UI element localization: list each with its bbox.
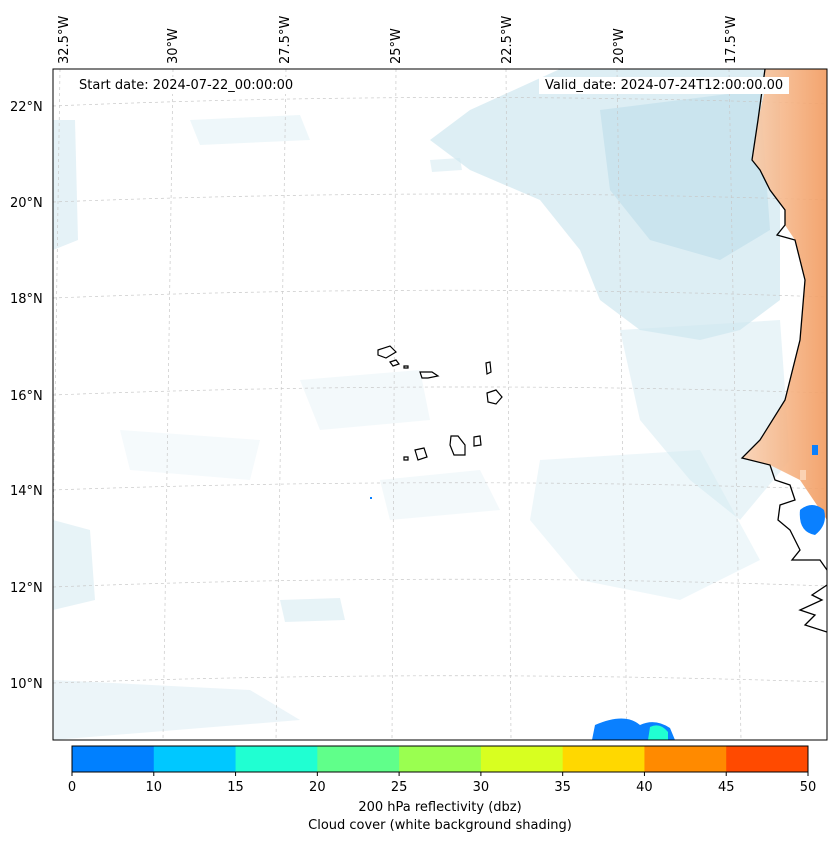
- colorbar-segment: [480, 746, 564, 772]
- lon-label: 30°W: [166, 28, 181, 64]
- colorbar-tick-label: 25: [391, 780, 408, 795]
- lat-label: 18°N: [10, 292, 43, 307]
- colorbar-tick-label: 50: [800, 780, 817, 795]
- lon-label: 17.5°W: [724, 16, 739, 64]
- graticule: [53, 69, 827, 740]
- lat-label: 14°N: [10, 484, 43, 499]
- reflectivity-echoes: [370, 445, 825, 740]
- lon-label: 20°W: [612, 28, 627, 64]
- colorbar-segment: [644, 746, 727, 772]
- colorbar-tick-label: 15: [227, 780, 244, 795]
- colorbar-border: [71, 745, 809, 773]
- colorbar-segment: [562, 746, 645, 772]
- lat-label: 22°N: [10, 100, 43, 115]
- colorbar-tick-label: 35: [554, 780, 571, 795]
- colorbar-label-line2: Cloud cover (white background shading): [308, 818, 572, 833]
- cape-verde-islands: [377, 345, 503, 461]
- colorbar-segment: [235, 746, 318, 772]
- colorbar-tick-label: 45: [718, 780, 735, 795]
- colorbar-tick-label: 20: [309, 780, 326, 795]
- colorbar-segment: [726, 746, 809, 772]
- colorbar-segment: [72, 746, 155, 772]
- colorbar-label-line1: 200 hPa reflectivity (dbz): [358, 800, 522, 815]
- lat-label: 12°N: [10, 581, 43, 596]
- lon-label: 22.5°W: [500, 16, 515, 64]
- colorbar: 0 10 15 20 25 30 35 40 45 50: [68, 745, 817, 795]
- latitude-labels: 22°N 20°N 18°N 16°N 14°N 12°N 10°N: [10, 100, 43, 692]
- colorbar-tick-label: 40: [636, 780, 653, 795]
- cloud-cover-shading: [53, 69, 790, 740]
- lon-label: 32.5°W: [57, 16, 72, 64]
- start-date-label: Start date: 2024-07-22_00:00:00: [73, 77, 300, 94]
- map-frame: [52, 68, 828, 741]
- colorbar-tick-label: 10: [146, 780, 163, 795]
- colorbar-tick-label: 30: [473, 780, 490, 795]
- lat-label: 20°N: [10, 196, 43, 211]
- coastline: [740, 69, 827, 571]
- colorbar-segment: [317, 746, 400, 772]
- colorbar-segment: [153, 746, 237, 772]
- lon-label: 25°W: [389, 28, 404, 64]
- lat-label: 16°N: [10, 389, 43, 404]
- colorbar-segment: [399, 746, 482, 772]
- coastline-south: [798, 584, 827, 633]
- lon-label: 27.5°W: [278, 16, 293, 64]
- land-shading: [742, 69, 827, 520]
- colorbar-tick-label: 0: [68, 780, 76, 795]
- lat-label: 10°N: [10, 677, 43, 692]
- valid-date-label: Valid_date: 2024-07-24T12:00:00.00: [539, 77, 790, 94]
- longitude-labels: 32.5°W 30°W 27.5°W 25°W 22.5°W 20°W 17.5…: [57, 16, 739, 64]
